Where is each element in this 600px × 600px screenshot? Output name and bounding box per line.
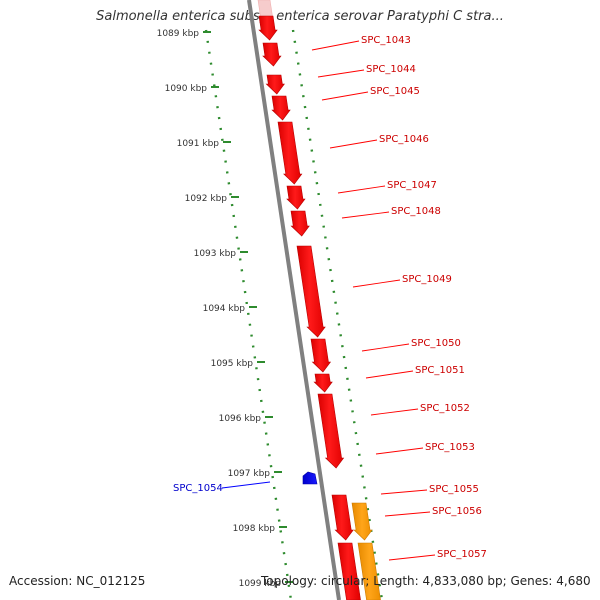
- forward-gene-arrow[interactable]: [271, 95, 291, 121]
- forward-gene-arrow[interactable]: [331, 494, 354, 541]
- gene-leader-line: [311, 40, 360, 51]
- gene-leader-line: [365, 370, 414, 379]
- gene-label[interactable]: SPC_1047: [387, 180, 437, 191]
- forward-gene-arrow[interactable]: [313, 373, 333, 393]
- gene-leader-line: [375, 447, 424, 455]
- orange-gene-arrow[interactable]: [351, 502, 373, 541]
- map-title: Salmonella enterica subsp. enterica sero…: [96, 9, 504, 24]
- forward-gene-arrow[interactable]: [258, 15, 278, 41]
- scale-label: 1091 kbp: [177, 139, 220, 149]
- gene-leader-line: [341, 211, 390, 219]
- gene-leader-line: [370, 408, 419, 416]
- gene-leader-line: [384, 511, 431, 517]
- gene-leader-line: [361, 343, 410, 352]
- gene-label[interactable]: SPC_1044: [366, 64, 416, 75]
- forward-gene-arrow[interactable]: [277, 121, 303, 185]
- gene-label[interactable]: SPC_1056: [432, 506, 482, 517]
- gene-leader-line: [221, 481, 271, 489]
- gene-label[interactable]: SPC_1051: [415, 365, 465, 376]
- scale-label: 1090 kbp: [165, 84, 208, 94]
- forward-gene-arrow[interactable]: [262, 42, 282, 67]
- gene-leader-line: [317, 69, 365, 78]
- gene-label[interactable]: SPC_1055: [429, 484, 479, 495]
- gene-leader-line: [337, 185, 386, 194]
- gene-label[interactable]: SPC_1050: [411, 338, 461, 349]
- gene-leader-line: [329, 139, 378, 149]
- gene-label[interactable]: SPC_1043: [361, 35, 411, 46]
- orange-gene-arrow[interactable]: [357, 542, 381, 600]
- gene-label[interactable]: SPC_1046: [379, 134, 429, 145]
- forward-gene-arrow[interactable]: [337, 542, 361, 600]
- reverse-gene-arrow[interactable]: [302, 471, 318, 485]
- scale-label: 1089 kbp: [157, 29, 200, 39]
- gene-leader-line: [352, 279, 401, 288]
- scale-label: 1095 kbp: [211, 359, 254, 369]
- forward-gene-arrow[interactable]: [310, 338, 332, 373]
- gene-label[interactable]: SPC_1045: [370, 86, 420, 97]
- gene-leader-line: [388, 554, 436, 561]
- scale-label: 1092 kbp: [185, 194, 228, 204]
- forward-gene-arrow[interactable]: [290, 210, 310, 237]
- gene-label[interactable]: SPC_1053: [425, 442, 475, 453]
- scale-label: 1094 kbp: [203, 304, 246, 314]
- gene-leader-line: [380, 489, 428, 495]
- forward-gene-arrow[interactable]: [296, 245, 326, 338]
- scale-label: 1097 kbp: [228, 469, 271, 479]
- gene-leader-line: [321, 91, 369, 101]
- forward-gene-arrow[interactable]: [265, 74, 285, 95]
- gene-label[interactable]: SPC_1052: [420, 403, 470, 414]
- gene-label[interactable]: SPC_1049: [402, 274, 452, 285]
- faded-gene-segment[interactable]: [257, 0, 273, 17]
- genome-backbone: [247, 0, 341, 600]
- forward-gene-arrow[interactable]: [317, 393, 345, 469]
- accession-text: Accession: NC_012125: [9, 574, 146, 588]
- forward-gene-arrow[interactable]: [286, 185, 306, 210]
- scale-label: 1099 kbp: [239, 579, 282, 589]
- gene-label[interactable]: SPC_1057: [437, 549, 487, 560]
- scale-label: 1096 kbp: [219, 414, 262, 424]
- gene-label[interactable]: SPC_1048: [391, 206, 441, 217]
- scale-label: 1093 kbp: [194, 249, 237, 259]
- genome-summary-text: Topology: circular; Length: 4,833,080 bp…: [261, 574, 591, 588]
- scale-label: 1098 kbp: [233, 524, 276, 534]
- gene-label[interactable]: SPC_1054: [173, 483, 223, 494]
